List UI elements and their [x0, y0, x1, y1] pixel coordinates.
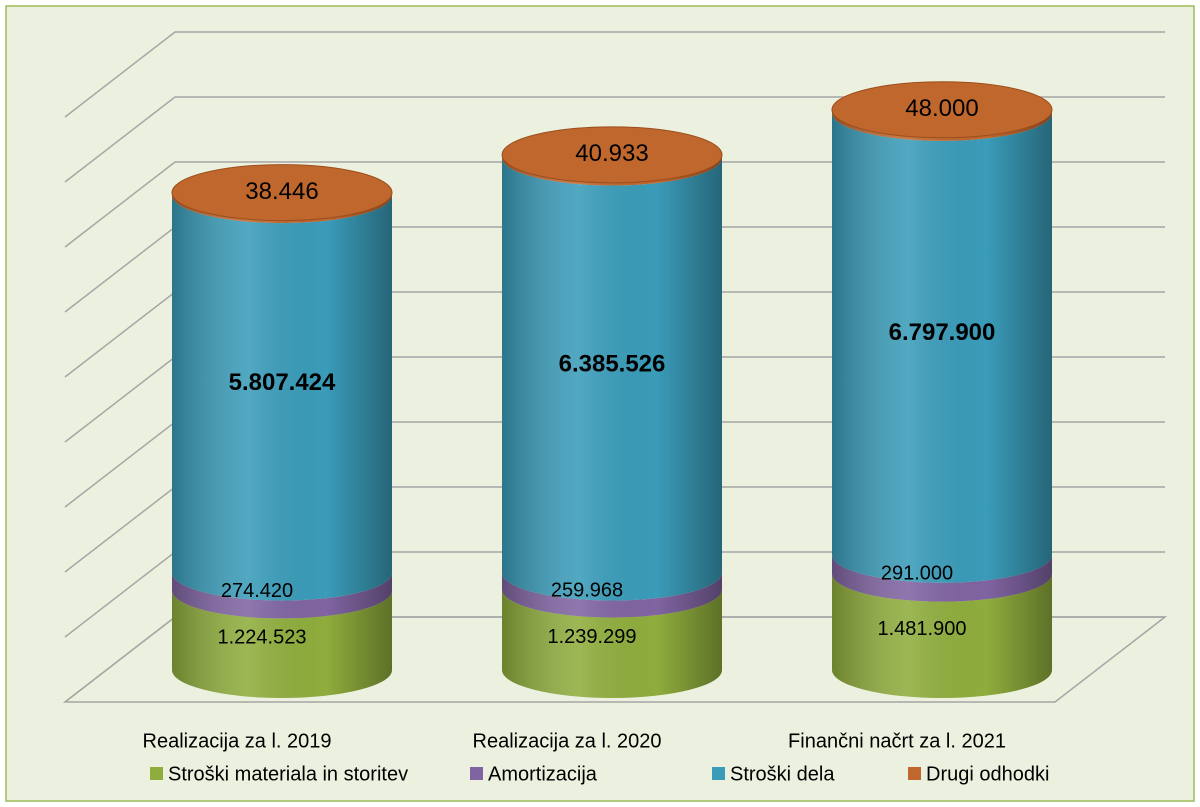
x-tick-label: Realizacija za l. 2020 [473, 730, 662, 752]
x-tick-label: Realizacija za l. 2019 [143, 730, 332, 752]
data-label: 1.224.523 [218, 626, 307, 648]
data-label: 5.807.424 [229, 369, 336, 396]
bar-shade [172, 572, 392, 619]
legend-label: Amortizacija [488, 763, 598, 785]
data-label: 259.968 [551, 579, 623, 601]
bar-shade [172, 195, 392, 601]
legend-swatch [712, 767, 725, 780]
bar-top [501, 126, 723, 184]
legend-swatch [470, 767, 483, 780]
bar-top [171, 164, 393, 222]
data-label: 1.481.900 [878, 618, 967, 640]
data-label: 6.797.900 [889, 319, 996, 346]
legend-label: Stroški dela [730, 763, 835, 785]
bar-shade [832, 573, 1052, 698]
data-label: 40.933 [575, 140, 648, 167]
bar-shade [502, 157, 722, 601]
data-label: 291.000 [881, 563, 953, 585]
legend-swatch [908, 767, 921, 780]
bar-shade [172, 590, 392, 698]
bar-shade [502, 589, 722, 698]
legend-label: Stroški materiala in storitev [168, 763, 408, 785]
legend-swatch [150, 767, 163, 780]
data-label: 6.385.526 [559, 350, 666, 377]
data-label: 38.446 [245, 178, 318, 205]
data-label: 274.420 [221, 580, 293, 602]
bar-shade [502, 572, 722, 618]
data-label: 1.239.299 [548, 626, 637, 648]
grid-line [64, 31, 1165, 118]
x-tick-label: Finančni načrt za l. 2021 [788, 730, 1006, 752]
bar-top [831, 81, 1053, 139]
bar-shade [832, 112, 1052, 583]
grid-line [64, 96, 1165, 183]
legend-label: Drugi odhodki [926, 763, 1049, 785]
bar-shade [832, 554, 1052, 602]
data-label: 48.000 [905, 95, 978, 122]
